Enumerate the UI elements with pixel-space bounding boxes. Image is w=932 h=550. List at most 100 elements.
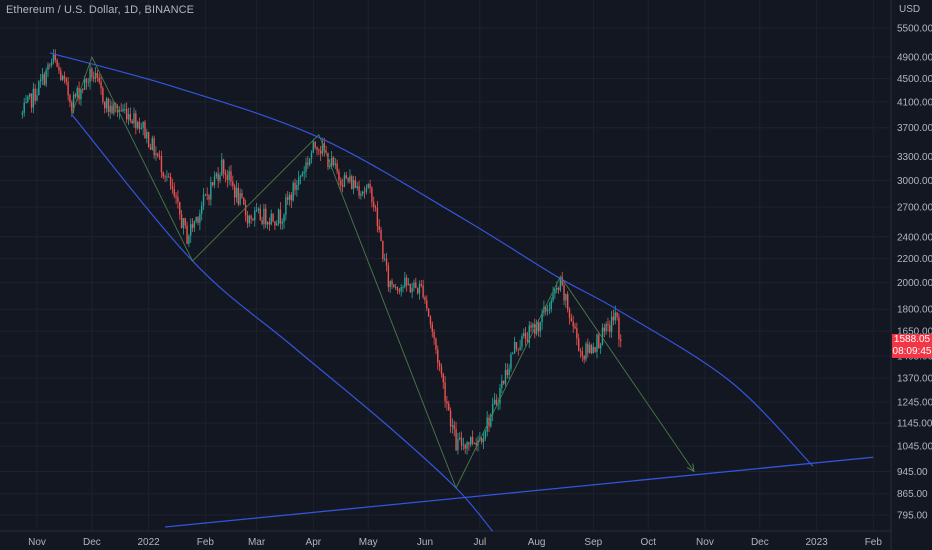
candle-body [297, 177, 300, 185]
candle-body [431, 324, 433, 332]
candle-body [296, 184, 298, 190]
candle-body [556, 287, 558, 290]
candle-body [142, 121, 144, 128]
candle-body [107, 98, 110, 112]
candle-body [340, 180, 342, 186]
candle-body [87, 82, 89, 83]
candle-body [373, 202, 375, 207]
candle-body [228, 171, 230, 181]
candle-body [255, 210, 258, 211]
candle-body [177, 197, 179, 202]
candle-body [347, 178, 349, 182]
candle-body [102, 88, 104, 103]
x-tick-label: 2023 [805, 537, 828, 548]
candle-body [327, 152, 329, 168]
candle-body [411, 287, 413, 293]
candle-body [599, 344, 602, 349]
candle-body [565, 294, 567, 301]
candle-body [111, 105, 113, 114]
candle-body [127, 114, 130, 120]
candle-body [109, 105, 111, 112]
candle-body [173, 188, 175, 196]
candle-body [153, 138, 155, 156]
candle-body [512, 353, 514, 355]
candle-body [60, 70, 62, 81]
candle-body [124, 109, 126, 110]
candle-body [276, 223, 278, 226]
candle-body [352, 180, 355, 190]
candle-body [438, 362, 441, 367]
candle-body [254, 210, 256, 221]
last-price-badge: 1588.05 08:09:45 [892, 333, 932, 358]
candle-body [281, 221, 283, 224]
candle-body [462, 444, 465, 446]
candle-body [351, 176, 353, 190]
candle-body [466, 442, 468, 449]
candle-body [618, 317, 620, 340]
candle-body [252, 218, 254, 221]
candle-body [446, 401, 448, 404]
candle-body [272, 213, 274, 222]
symbol-title: Ethereum / U.S. Dollar, 1D, BINANCE [6, 4, 195, 16]
candle-body [292, 182, 294, 201]
upper-arc-trendline [49, 52, 814, 467]
candle-body [144, 121, 146, 139]
candle-body [243, 197, 245, 205]
candle-body [325, 151, 327, 153]
candle-body [464, 444, 466, 449]
candle-body [197, 217, 199, 223]
candle-body [213, 176, 216, 185]
candle-body [587, 343, 589, 353]
candle-body [526, 339, 529, 343]
candle-body [499, 387, 501, 404]
candle-body [191, 224, 194, 228]
candle-body [67, 81, 69, 96]
candle-body [133, 113, 135, 124]
candle-body [169, 176, 172, 186]
candle-body [385, 258, 388, 266]
candle-body [437, 349, 439, 363]
candle-body [382, 240, 384, 259]
candle-body [314, 141, 316, 148]
candle-body [217, 173, 219, 181]
candle-body [563, 285, 565, 301]
candle-body [219, 175, 221, 181]
candle-body [567, 294, 569, 310]
candle-body [453, 425, 455, 429]
candle-body [129, 114, 132, 121]
last-price-value: 1588.05 [893, 333, 931, 345]
candle-body [601, 327, 604, 345]
candle-body [316, 147, 318, 150]
candle-body [310, 152, 313, 159]
candle-body [570, 317, 573, 322]
candle-body [334, 163, 336, 165]
candle-body [341, 185, 344, 187]
candle-body [23, 102, 25, 113]
candle-body [537, 322, 540, 332]
candle-body [468, 442, 470, 445]
candle-body [308, 158, 311, 165]
candle-body [420, 283, 422, 286]
candle-body [451, 425, 454, 427]
candle-body [36, 95, 38, 101]
candle-body [448, 403, 450, 411]
candle-body [301, 173, 304, 176]
candle-body [266, 222, 269, 225]
candle-body [204, 194, 207, 196]
candle-body [259, 208, 261, 221]
candle-body [290, 194, 293, 201]
candle-body [230, 171, 232, 182]
candle-body [554, 289, 556, 295]
candle-body [224, 173, 227, 176]
candle-body [239, 193, 241, 205]
y-tick-label: 2400.00 [897, 232, 932, 243]
candle-body [493, 399, 496, 404]
projection-arrowhead [686, 463, 695, 473]
candle-body [442, 373, 444, 383]
candle-body [502, 380, 505, 384]
candle-body [548, 309, 551, 311]
x-tick-label: Apr [306, 537, 322, 548]
y-tick-label: 2700.00 [897, 203, 932, 214]
candle-body [321, 143, 324, 154]
